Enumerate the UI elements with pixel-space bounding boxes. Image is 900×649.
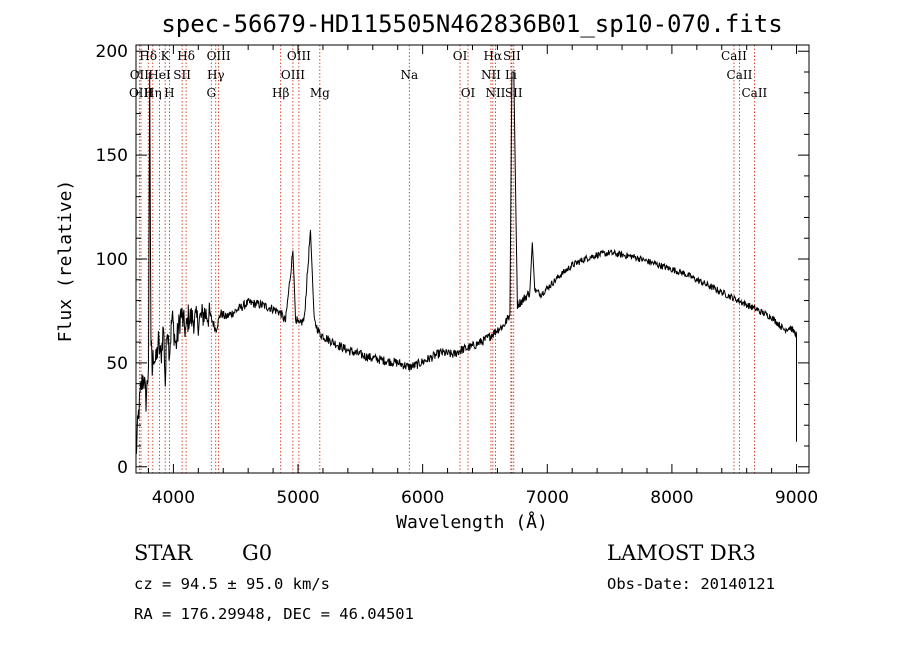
marker-label-3: Hη <box>144 86 162 100</box>
marker-label-21: NII <box>485 86 505 100</box>
marker-label-27: CaII <box>741 86 767 100</box>
y-axis-ticks: 0 50 100 150 200 <box>96 42 809 478</box>
marker-label-26: CaII <box>727 68 753 82</box>
marker-label-0: Hδ <box>139 49 157 63</box>
marker-label-6: H <box>164 86 174 100</box>
marker-label-14: OIII <box>281 68 305 82</box>
plot-frame <box>135 44 810 474</box>
marker-label-23: Li <box>505 68 517 82</box>
marker-label-12: Hβ <box>272 86 289 100</box>
x-tick-label-1: 5000 <box>276 488 319 508</box>
marker-label-1: OII <box>130 68 150 82</box>
marker-label-18: OI <box>461 86 476 100</box>
marker-label-5: HeI <box>148 68 171 82</box>
chart-title: spec-56679-HD115505N462836B01_sp10-070.f… <box>161 10 782 38</box>
y-tick-label-3: 150 <box>96 146 128 166</box>
marker-label-4: K <box>161 49 171 63</box>
y-axis-label: Flux (relative) <box>55 180 76 343</box>
observation-date: Obs-Date: 20140121 <box>607 575 775 593</box>
x-axis-ticks: 4000 5000 6000 7000 8000 9000 <box>147 45 818 508</box>
subclass: G0 <box>242 541 272 565</box>
marker-label-20: NII <box>481 68 501 82</box>
marker-label-2: OIII <box>129 86 153 100</box>
marker-label-16: Na <box>400 68 418 82</box>
marker-label-10: Hγ <box>207 68 225 82</box>
x-tick-label-3: 7000 <box>526 488 569 508</box>
x-tick-label-2: 6000 <box>401 488 444 508</box>
marker-label-22: SII <box>503 49 521 63</box>
marker-label-7: SII <box>173 68 191 82</box>
marker-label-13: OIII <box>287 49 311 63</box>
marker-label-19: Hα <box>484 49 503 63</box>
survey-name: LAMOST DR3 <box>607 541 756 565</box>
spectral-line-markers <box>138 45 755 473</box>
x-tick-label-4: 8000 <box>650 488 693 508</box>
y-tick-label-0: 0 <box>117 458 128 478</box>
marker-label-17: OI <box>453 49 468 63</box>
marker-label-15: Mg <box>310 86 330 100</box>
x-tick-label-5: 9000 <box>775 488 818 508</box>
y-tick-label-4: 200 <box>96 42 128 62</box>
coordinates: RA = 176.29948, DEC = 46.04501 <box>134 605 414 623</box>
redshift-cz: cz = 94.5 ± 95.0 km/s <box>134 575 330 593</box>
spectrum-line <box>135 71 797 454</box>
y-tick-label-2: 100 <box>96 250 128 270</box>
y-tick-label-1: 50 <box>106 354 128 374</box>
marker-label-9: OIII <box>207 49 231 63</box>
x-axis-label: Wavelength (Å) <box>396 511 548 533</box>
x-tick-label-0: 4000 <box>152 488 195 508</box>
object-class: STAR <box>134 541 193 565</box>
marker-label-11: G <box>206 86 216 100</box>
marker-label-8: Hδ <box>177 49 195 63</box>
marker-label-25: CaII <box>721 49 747 63</box>
